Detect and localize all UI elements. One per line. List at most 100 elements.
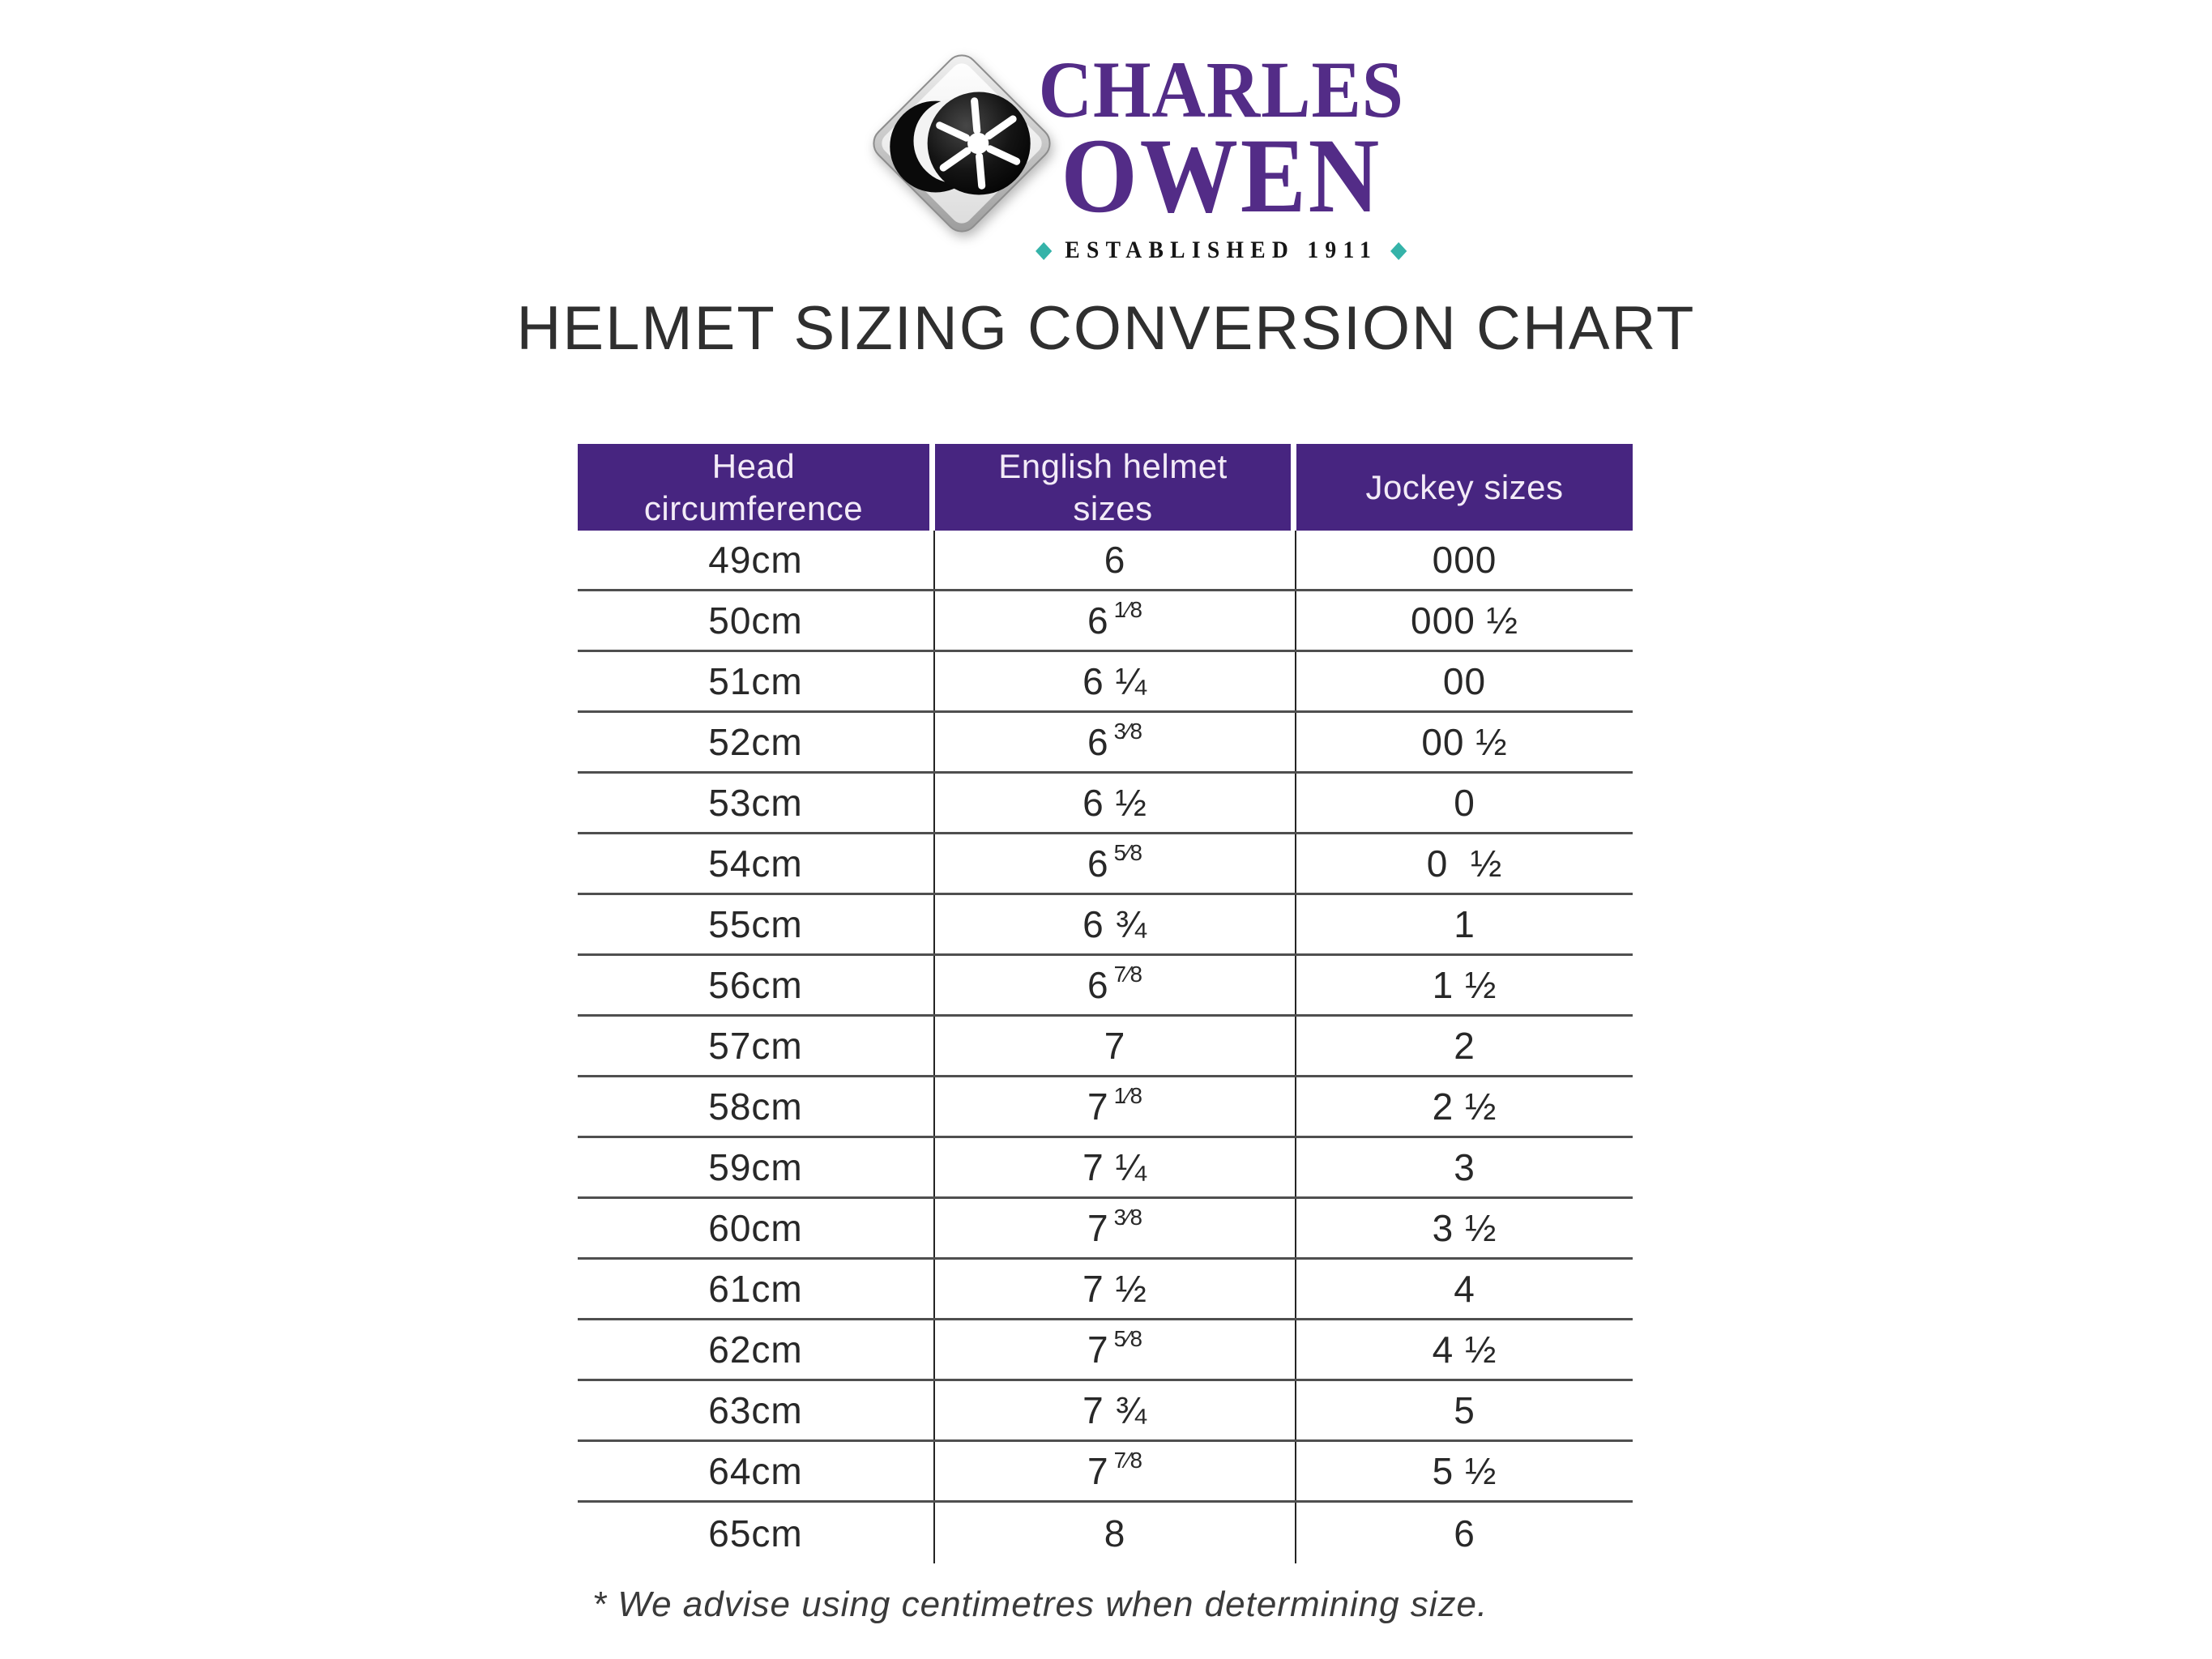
cell-english-helmet-size: 6 7⁄8 <box>935 956 1296 1014</box>
english-size-value: 8 <box>1104 1512 1126 1555</box>
english-size-fraction: 5⁄8 <box>1113 1325 1142 1351</box>
english-size-value: 6 ¼ <box>1083 660 1147 702</box>
cell-jockey-size: 5 <box>1454 1389 1475 1431</box>
cell-english-helmet-size: 6 <box>935 531 1296 589</box>
brand-name-owen: OWEN <box>1061 116 1382 235</box>
cell-english-helmet-size: 8 <box>935 1503 1296 1563</box>
cell-head-circumference: 52cm <box>578 713 935 771</box>
english-size-value: 6 <box>1087 721 1109 763</box>
cell-head-circumference: 59cm <box>578 1138 935 1196</box>
english-size-value: 7 <box>1087 1328 1109 1371</box>
cell-english-helmet-size: 7 ½ <box>935 1260 1296 1318</box>
english-size-value: 7 <box>1087 1085 1109 1128</box>
established-line: ◆ ESTABLISHED 1911 ◆ <box>1036 237 1407 264</box>
table-row: 64cm 7 7⁄8 5 ½ <box>578 1442 1633 1503</box>
brand-wordmark: CHARLES OWEN ◆ ESTABLISHED 1911 ◆ <box>1036 49 1407 264</box>
cell-head-circumference: 57cm <box>578 1017 935 1075</box>
table-row: 58cm 7 1⁄8 2 ½ <box>578 1077 1633 1138</box>
brand-name-charles: CHARLES <box>1038 45 1404 134</box>
table-row: 52cm 6 3⁄8 00 ½ <box>578 713 1633 774</box>
table-row: 54cm 6 5⁄8 0 ½ <box>578 834 1633 895</box>
table-row: 59cm 7 ¼ 3 <box>578 1138 1633 1199</box>
english-size-value: 7 <box>1104 1025 1126 1067</box>
cell-english-helmet-size: 7 ¼ <box>935 1138 1296 1196</box>
teal-diamond-icon: ◆ <box>1036 237 1052 262</box>
cell-english-helmet-size: 6 3⁄8 <box>935 713 1296 771</box>
cell-english-helmet-size: 6 ¾ <box>935 895 1296 953</box>
table-row: 61cm 7 ½ 4 <box>578 1260 1633 1320</box>
charles-owen-logo: CHARLES OWEN ◆ ESTABLISHED 1911 ◆ <box>864 45 1407 264</box>
table-row: 49cm 6 000 <box>578 531 1633 591</box>
cell-english-helmet-size: 7 5⁄8 <box>935 1320 1296 1379</box>
english-size-value: 7 <box>1087 1207 1109 1249</box>
table-row: 63cm 7 ¾ 5 <box>578 1381 1633 1442</box>
table-row: 51cm 6 ¼ 00 <box>578 652 1633 713</box>
cell-head-circumference: 55cm <box>578 895 935 953</box>
english-size-fraction: 1⁄8 <box>1113 1082 1142 1108</box>
cell-head-circumference: 61cm <box>578 1260 935 1318</box>
english-size-value: 6 <box>1104 539 1126 581</box>
cell-english-helmet-size: 7 1⁄8 <box>935 1077 1296 1136</box>
cell-head-circumference: 63cm <box>578 1381 935 1439</box>
cell-jockey-size: 0 <box>1454 782 1475 824</box>
header-english-helmet-sizes: English helmet sizes <box>935 444 1296 531</box>
english-size-value: 6 <box>1087 599 1109 642</box>
cell-jockey-size: 5 ½ <box>1432 1450 1497 1492</box>
cell-head-circumference: 49cm <box>578 531 935 589</box>
table-row: 62cm 7 5⁄8 4 ½ <box>578 1320 1633 1381</box>
english-size-value: 6 ¾ <box>1083 903 1147 945</box>
table-row: 60cm 7 3⁄8 3 ½ <box>578 1199 1633 1260</box>
cell-head-circumference: 51cm <box>578 652 935 710</box>
table-row: 56cm 6 7⁄8 1 ½ <box>578 956 1633 1017</box>
cell-english-helmet-size: 6 ½ <box>935 774 1296 832</box>
english-size-value: 6 ½ <box>1083 782 1147 824</box>
cell-jockey-size: 4 ½ <box>1432 1328 1497 1371</box>
header-jockey-sizes: Jockey sizes <box>1296 444 1633 531</box>
cell-jockey-size: 00 <box>1442 660 1487 702</box>
sizing-conversion-table: Head circumference English helmet sizes … <box>578 444 1633 1563</box>
cell-head-circumference: 64cm <box>578 1442 935 1500</box>
english-size-value: 7 <box>1087 1450 1109 1492</box>
footnote: * We advise using centimetres when deter… <box>592 1584 1488 1624</box>
english-size-fraction: 3⁄8 <box>1113 1204 1142 1230</box>
table-row: 53cm 6 ½ 0 <box>578 774 1633 834</box>
english-size-value: 7 ½ <box>1083 1268 1147 1310</box>
table-row: 55cm 6 ¾ 1 <box>578 895 1633 956</box>
cell-head-circumference: 56cm <box>578 956 935 1014</box>
table-body: 49cm 6 000 50cm 6 1⁄8 000 ½ 51cm 6 ¼ 00 52cm 6 3⁄8 00… <box>578 531 1633 1563</box>
cell-jockey-size: 2 ½ <box>1432 1085 1497 1128</box>
cell-english-helmet-size: 6 1⁄8 <box>935 591 1296 650</box>
english-size-value: 6 <box>1087 964 1109 1006</box>
english-size-value: 7 ¼ <box>1083 1146 1147 1188</box>
cell-english-helmet-size: 6 5⁄8 <box>935 834 1296 893</box>
english-size-value: 7 ¾ <box>1083 1389 1147 1431</box>
cell-english-helmet-size: 6 ¼ <box>935 652 1296 710</box>
table-header-row: Head circumference English helmet sizes … <box>578 444 1633 531</box>
cell-jockey-size: 1 <box>1454 903 1475 945</box>
cell-jockey-size: 3 ½ <box>1432 1207 1497 1249</box>
cell-jockey-size: 1 ½ <box>1432 964 1497 1006</box>
cell-jockey-size: 0 ½ <box>1426 842 1503 885</box>
cell-head-circumference: 50cm <box>578 591 935 650</box>
cell-english-helmet-size: 7 3⁄8 <box>935 1199 1296 1257</box>
cell-head-circumference: 60cm <box>578 1199 935 1257</box>
cell-jockey-size: 00 ½ <box>1421 721 1508 763</box>
cell-jockey-size: 6 <box>1454 1512 1475 1555</box>
cell-jockey-size: 4 <box>1454 1268 1475 1310</box>
cell-english-helmet-size: 7 ¾ <box>935 1381 1296 1439</box>
english-size-fraction: 7⁄8 <box>1113 1447 1142 1473</box>
header-head-circumference: Head circumference <box>578 444 935 531</box>
english-size-value: 6 <box>1087 842 1109 885</box>
cell-head-circumference: 53cm <box>578 774 935 832</box>
brand-diamond-star-icon <box>873 54 1051 232</box>
cell-english-helmet-size: 7 7⁄8 <box>935 1442 1296 1500</box>
english-size-fraction: 5⁄8 <box>1113 839 1142 865</box>
english-size-fraction: 1⁄8 <box>1113 596 1142 622</box>
table-row: 65cm 8 6 <box>578 1503 1633 1563</box>
cell-head-circumference: 62cm <box>578 1320 935 1379</box>
cell-english-helmet-size: 7 <box>935 1017 1296 1075</box>
cell-jockey-size: 2 <box>1454 1025 1475 1067</box>
established-text: ESTABLISHED 1911 <box>1065 236 1378 263</box>
table-row: 50cm 6 1⁄8 000 ½ <box>578 591 1633 652</box>
